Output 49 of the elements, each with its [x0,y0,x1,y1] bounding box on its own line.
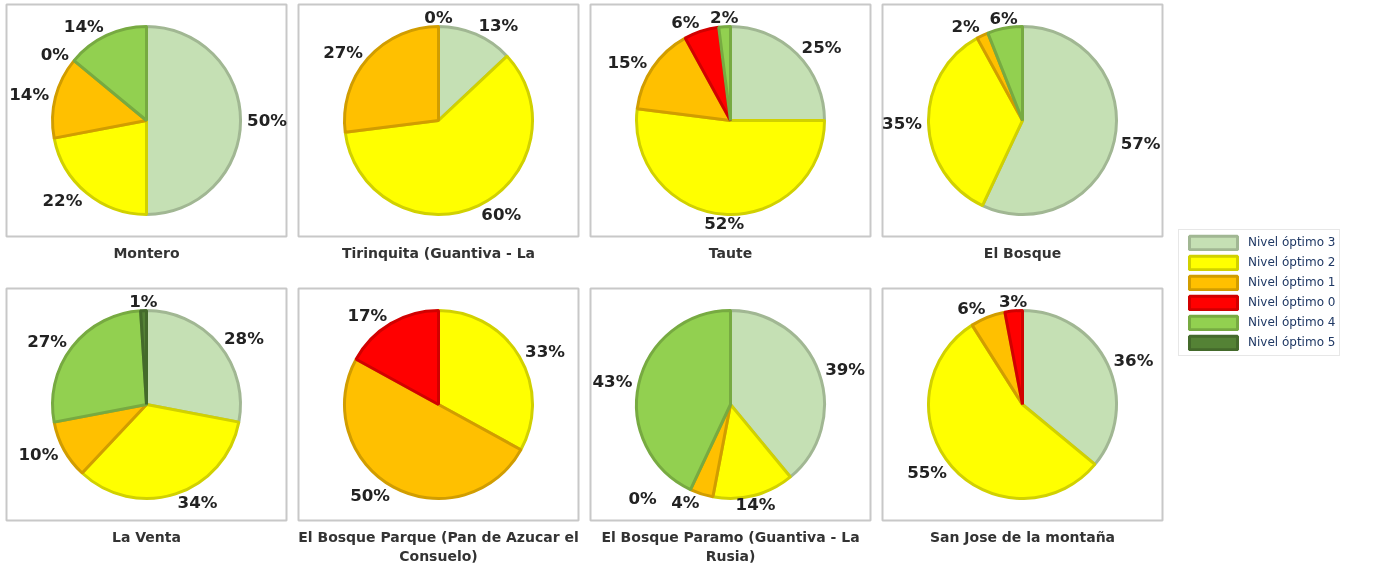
data-label: 14% [9,85,50,105]
data-label: 3% [998,292,1028,312]
data-label: 60% [481,204,522,224]
data-label: 50% [247,111,288,130]
text: El Bosque Paramo (Guantiva - La Rusia) [601,528,860,564]
data-label: 6% [989,9,1019,29]
data-label: 27% [323,42,364,62]
data-label: 25% [801,37,842,57]
data-label: 14% [63,17,104,37]
data-label: 17% [347,306,388,325]
data-label: 57% [1120,133,1161,153]
data-label: 35% [882,114,923,134]
data-label: 6% [957,298,986,318]
data-label: 15% [607,52,648,72]
data-label: 2% [710,7,739,27]
data-label: 1% [129,291,158,311]
text: 0% [628,488,657,508]
data-label: 2% [951,17,980,37]
legend-label: Nivel óptimo 4 [1248,314,1336,331]
legend-label: Nivel óptimo 3 [1248,234,1336,251]
data-label: 55% [907,463,948,483]
data-label: 34% [177,493,218,513]
data-label: 13% [478,16,519,36]
data-label: 36% [1113,350,1154,370]
text: La Venta [112,528,181,545]
text: 0% [40,45,69,65]
legend-label: Nivel óptimo 2 [1248,254,1336,271]
data-label: 6% [671,12,700,32]
data-label: 33% [525,342,566,362]
legend-label: Nivel óptimo 0 [1248,294,1336,311]
text: Tirinquita (Guantiva - La [341,244,536,261]
data-label: 27% [27,331,68,351]
data-label: 43% [592,372,633,392]
data-label: 50% [350,485,391,505]
data-label: 14% [735,495,776,515]
data-label: 39% [825,359,866,379]
legend-label: Nivel óptimo 1 [1248,274,1336,291]
text: El Bosque Parque (Pan de Azucar el Consuelo) [298,528,579,564]
text: El Bosque [983,244,1062,261]
text: Taute [708,244,753,261]
data-label: 52% [704,214,745,234]
data-label: 22% [42,190,83,210]
text: San Jose de la montaña [929,528,1116,545]
data-label: 4% [671,493,700,513]
legend-label: Nivel óptimo 5 [1248,334,1336,351]
text: 0% [424,7,453,27]
data-label: 10% [18,444,59,464]
text: Montero [113,244,180,261]
data-label: 28% [224,329,265,349]
